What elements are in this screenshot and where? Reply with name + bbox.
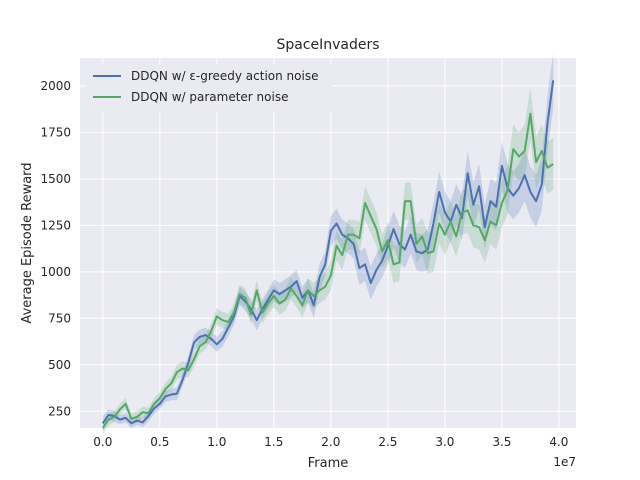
legend-label-series-0: DDQN w/ ε-greedy action noise <box>131 69 318 83</box>
x-tick-label: 1.0 <box>207 435 226 449</box>
y-tick-label: 500 <box>48 358 71 372</box>
x-tick-label: 3.5 <box>492 435 511 449</box>
y-tick-label: 1750 <box>40 125 71 139</box>
y-tick-label: 1250 <box>40 218 71 232</box>
x-tick-label: 2.5 <box>378 435 397 449</box>
series-lines <box>101 80 555 429</box>
grid-lines <box>80 58 576 428</box>
y-tick-label: 1500 <box>40 172 71 186</box>
x-axis-ticks: 0.0 0.5 1.0 1.5 2.0 2.5 3.0 3.5 4.0 <box>93 435 568 449</box>
y-axis-label: Average Episode Reward <box>20 162 35 323</box>
legend-box <box>86 64 332 112</box>
chart-title: SpaceInvaders <box>276 37 379 53</box>
x-axis-label: Frame <box>308 456 349 471</box>
y-axis-ticks: 250 500 750 1000 1250 1500 1750 2000 <box>40 79 71 418</box>
legend: DDQN w/ ε-greedy action noise DDQN w/ pa… <box>86 64 332 112</box>
legend-label-series-1: DDQN w/ parameter noise <box>131 90 288 104</box>
y-tick-label: 2000 <box>40 79 71 93</box>
line-series-0 <box>101 80 555 425</box>
x-tick-label: 3.0 <box>435 435 454 449</box>
y-tick-label: 750 <box>48 311 71 325</box>
y-tick-label: 1000 <box>40 265 71 279</box>
x-tick-label: 1.5 <box>264 435 283 449</box>
x-tick-label: 0.0 <box>93 435 112 449</box>
x-tick-label: 2.0 <box>321 435 340 449</box>
x-axis-multiplier: 1e7 <box>553 455 576 469</box>
x-tick-label: 4.0 <box>549 435 568 449</box>
line-series-1 <box>101 112 554 429</box>
band-series-0 <box>102 52 554 431</box>
x-tick-label: 0.5 <box>150 435 169 449</box>
confidence-bands <box>102 52 554 434</box>
y-tick-label: 250 <box>48 404 71 418</box>
